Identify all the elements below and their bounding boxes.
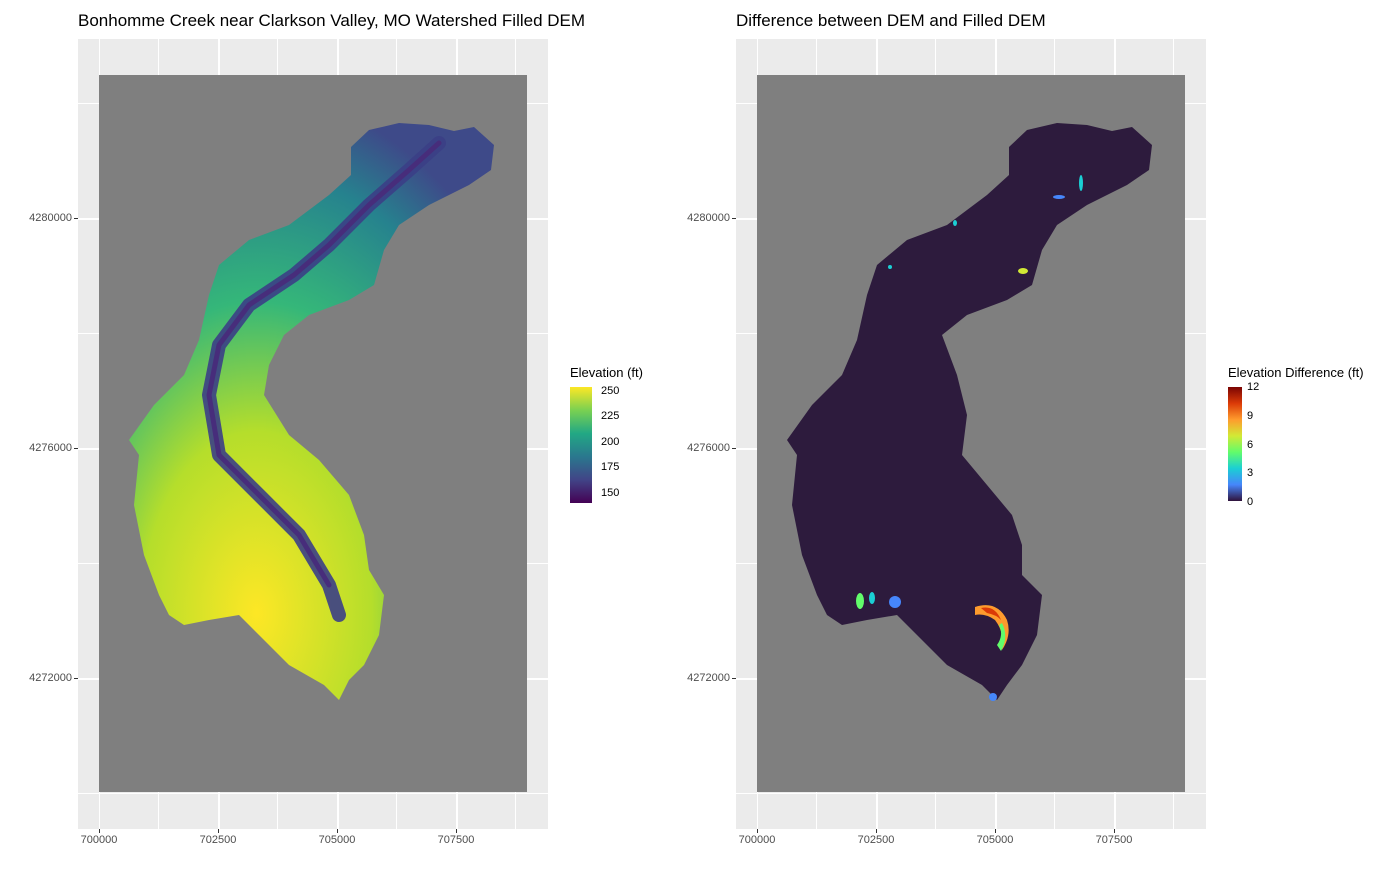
y-tick-label: 4280000 xyxy=(687,212,730,224)
y-tick-label: 4276000 xyxy=(687,442,730,454)
watershed-shape xyxy=(787,123,1152,700)
difference-title: Difference between DEM and Filled DEM xyxy=(736,11,1046,30)
x-tick-label: 705000 xyxy=(976,834,1014,846)
difference-panel: Difference between DEM and Filled DEM xyxy=(658,0,1400,870)
y-tick-label: 4272000 xyxy=(29,672,72,684)
filled-dem-plot-area xyxy=(78,39,548,829)
y-tick-label: 4272000 xyxy=(687,672,730,684)
filled-dem-title: Bonhomme Creek near Clarkson Valley, MO … xyxy=(78,11,586,30)
difference-colorbar xyxy=(1228,387,1242,501)
x-tick-label: 700000 xyxy=(80,834,118,846)
filled-dem-panel: Bonhomme Creek near Clarkson Valley, MO … xyxy=(29,11,690,846)
difference-legend-title: Elevation Difference (ft) xyxy=(1228,365,1364,380)
x-tick-label: 707500 xyxy=(1095,834,1133,846)
legend-label: 12 xyxy=(1247,381,1260,393)
watershed-shape xyxy=(129,123,494,700)
filled-dem-raster xyxy=(99,75,527,792)
legend-label: 250 xyxy=(601,385,620,397)
legend-label: 225 xyxy=(601,410,620,422)
legend-label: 200 xyxy=(601,436,620,448)
difference-legend: Elevation Difference (ft) 12 9 6 3 0 xyxy=(1228,365,1396,515)
elevation-colorbar xyxy=(570,387,592,503)
legend-label: 9 xyxy=(1247,410,1254,422)
x-tick-label: 705000 xyxy=(318,834,356,846)
y-tick-label: 4276000 xyxy=(29,442,72,454)
x-tick-label: 700000 xyxy=(738,834,776,846)
legend-label: 150 xyxy=(601,487,620,499)
legend-label: 3 xyxy=(1247,467,1254,479)
legend-label: 175 xyxy=(601,461,620,473)
x-tick-label: 707500 xyxy=(437,834,475,846)
y-tick-label: 4280000 xyxy=(29,212,72,224)
x-tick-label: 702500 xyxy=(857,834,895,846)
difference-plot-area xyxy=(736,39,1206,829)
difference-raster xyxy=(757,75,1185,792)
elevation-legend: Elevation (ft) 250 225 200 175 150 xyxy=(570,365,690,515)
fill-depression xyxy=(975,605,1009,650)
x-tick-label: 702500 xyxy=(199,834,237,846)
legend-label: 6 xyxy=(1247,439,1254,451)
legend-label: 0 xyxy=(1247,496,1254,508)
elevation-legend-title: Elevation (ft) xyxy=(570,365,643,380)
